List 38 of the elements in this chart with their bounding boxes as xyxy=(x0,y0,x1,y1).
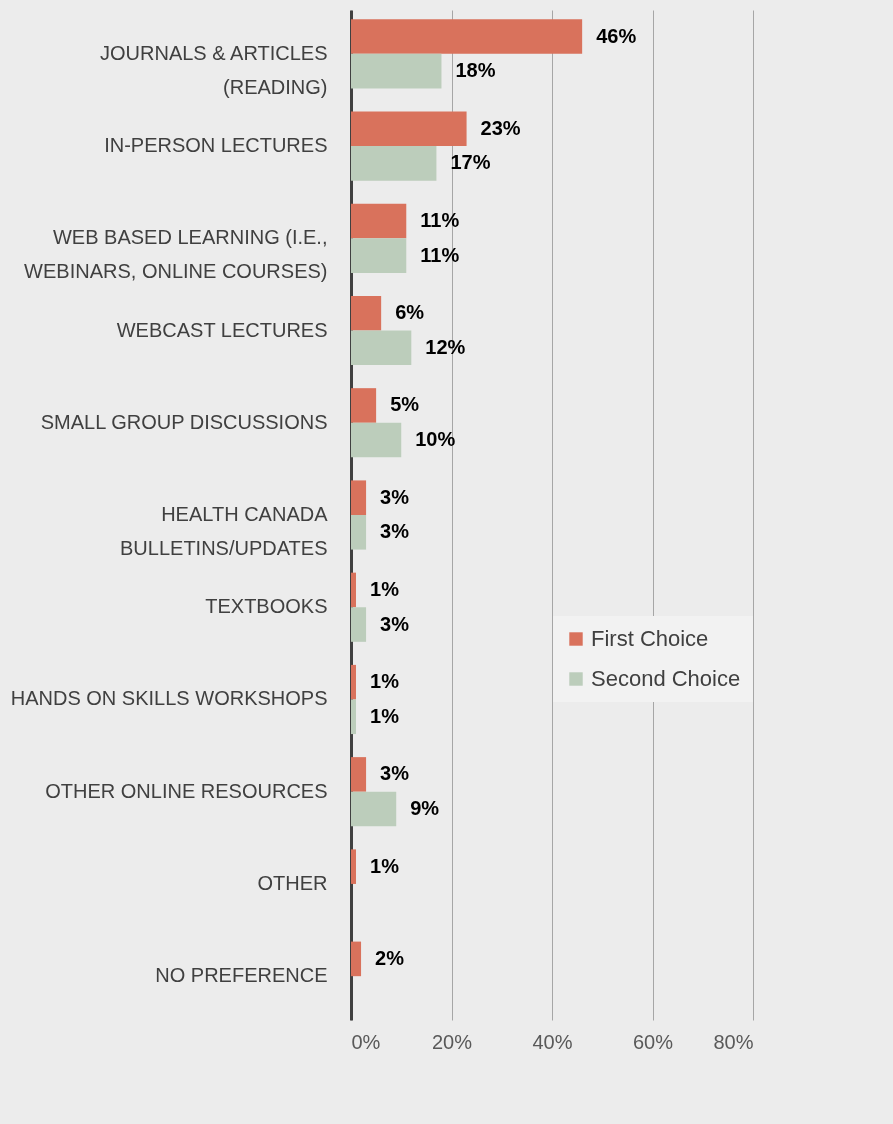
y-tick-label: TEXTBOOKS xyxy=(205,595,328,618)
y-tick-label: JOURNALS & ARTICLES (READING) xyxy=(100,41,328,98)
legend-label: First Choice xyxy=(591,626,709,651)
y-tick-label: NO PREFERENCE xyxy=(155,964,328,987)
data-label: 3% xyxy=(380,612,410,635)
data-label: 12% xyxy=(425,335,466,358)
y-tick-label: HEALTH CANADA BULLETINS/UPDATES xyxy=(120,503,329,559)
x-tick-label: 40% xyxy=(532,1030,573,1053)
data-label: 2% xyxy=(375,946,405,969)
data-label: 1% xyxy=(370,670,400,693)
data-label: 11% xyxy=(420,208,460,231)
x-tick-label: 20% xyxy=(431,1030,473,1053)
y-tick-label: WEB BASED LEARNING (I.E., WEBINARS, ONLINE COURSES) xyxy=(24,226,328,283)
data-label: 11% xyxy=(420,243,460,266)
data-label: 17% xyxy=(450,151,491,174)
data-label: 18% xyxy=(455,59,496,82)
data-label: 3% xyxy=(380,762,410,785)
y-tick-label: IN-PERSON LECTURES xyxy=(104,134,328,157)
data-label: 3% xyxy=(380,520,410,543)
data-label: 23% xyxy=(480,116,521,139)
data-label: 46% xyxy=(596,24,637,47)
x-tick-label: 0% xyxy=(351,1030,381,1053)
y-tick-label: WEBCAST LECTURES xyxy=(116,318,328,341)
data-label: 9% xyxy=(410,797,440,820)
y-tick-label: OTHER ONLINE RESOURCES xyxy=(45,779,328,802)
data-label: 3% xyxy=(380,485,410,508)
data-label: 6% xyxy=(395,301,425,324)
data-label: 1% xyxy=(370,577,400,600)
legend-label: Second Choice xyxy=(591,666,741,691)
y-tick-label: HANDS ON SKILLS WORKSHOPS xyxy=(10,687,328,710)
y-tick-label: OTHER xyxy=(257,871,328,894)
x-tick-label: 60% xyxy=(632,1030,674,1053)
data-label: 10% xyxy=(415,428,456,451)
data-label: 1% xyxy=(370,704,400,727)
y-tick-label: SMALL GROUP DISCUSSIONS xyxy=(40,410,328,433)
x-tick-label: 80% xyxy=(713,1030,754,1053)
data-label: 5% xyxy=(390,393,420,416)
data-label: 1% xyxy=(370,854,400,877)
